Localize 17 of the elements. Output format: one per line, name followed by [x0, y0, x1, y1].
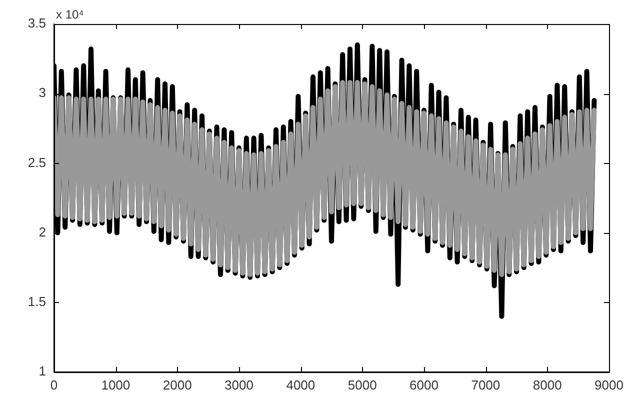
x-tick-label: 9000 — [594, 377, 624, 392]
x-tick-label: 4000 — [286, 377, 316, 392]
x-tick-label: 1000 — [101, 377, 130, 392]
text: x 10⁴ — [56, 7, 84, 22]
x-tick-label: 7000 — [471, 377, 500, 392]
y-tick-label: 1.5 — [28, 294, 46, 309]
y-tick-label: 1 — [38, 364, 46, 379]
x-tick-label: 3000 — [224, 377, 254, 392]
x-tick-label: 2000 — [162, 377, 192, 392]
y-tick-label: 2.5 — [28, 154, 46, 170]
x-tick-label: 5000 — [348, 377, 377, 392]
x-tick-label: 6000 — [410, 377, 438, 392]
y-tick-label: 3 — [38, 85, 46, 100]
y-tick-label: 3.5 — [28, 16, 46, 31]
y-tick-label: 2 — [38, 224, 46, 240]
x-tick-label: 0 — [50, 377, 58, 392]
x-tick-label: 8000 — [532, 377, 562, 392]
